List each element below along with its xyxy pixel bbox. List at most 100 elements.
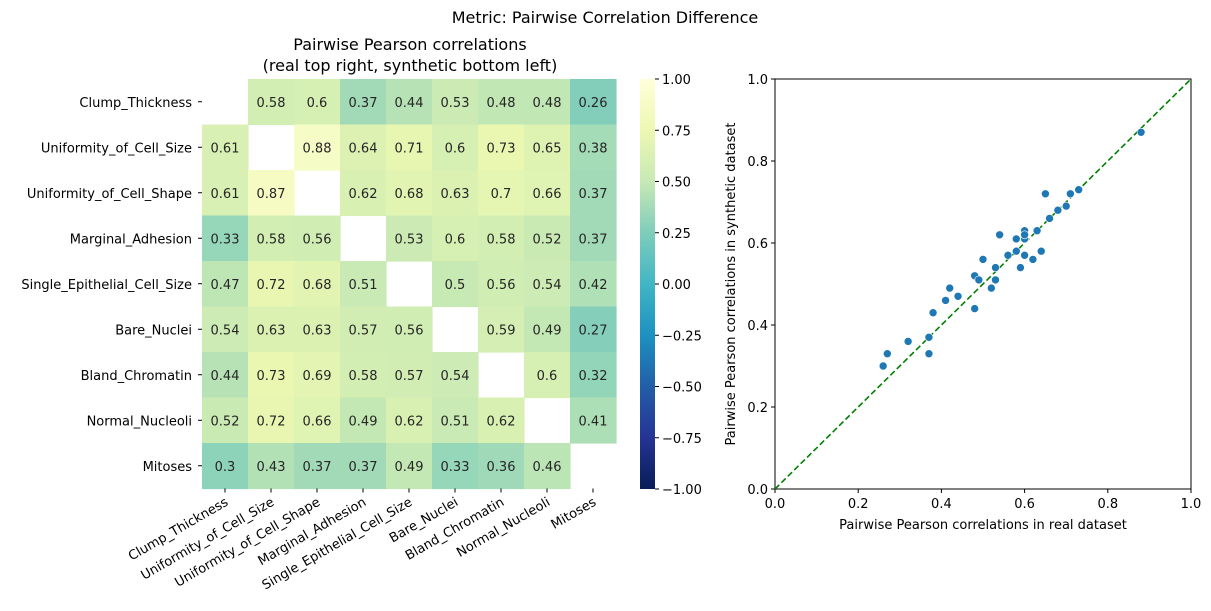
scatter-panel: 0.0 0.2 0.4 0.6 0.8 1.0 0.0 0.2 0.4 0.6 0.8 1.0 Pa… [724, 73, 1201, 533]
heatmap-cell [340, 261, 387, 308]
heatmap-cell [524, 443, 571, 490]
scatter-x-tick-label: 0.6 [1014, 497, 1035, 512]
heatmap-cell-value: 0.33 [211, 232, 240, 247]
heatmap-cell-value: 0.62 [395, 414, 424, 429]
colorbar-tick-label: 1.00 [662, 73, 691, 88]
heatmap-cell-value: 0.49 [349, 414, 378, 429]
heatmap-cell [386, 306, 433, 353]
scatter-point [941, 296, 950, 305]
scatter-x-tick-label: 0.0 [765, 497, 786, 512]
heatmap-cell [524, 124, 571, 171]
scatter-point [1045, 214, 1054, 223]
scatter-x-ticks: 0.0 0.2 0.4 0.6 0.8 1.0 [765, 489, 1201, 512]
scatter-point [878, 361, 888, 371]
heatmap-cell [248, 215, 295, 262]
heatmap-cell-value: 0.62 [487, 414, 516, 429]
scatter-point [1028, 255, 1038, 264]
heatmap-cell [340, 306, 387, 353]
scatter-point [945, 283, 955, 293]
heatmap-cell [432, 443, 479, 490]
scatter-axes-frame [774, 78, 1192, 490]
heatmap-cell [478, 397, 525, 444]
figure-suptitle: Metric: Pairwise Correlation Difference [452, 8, 759, 27]
heatmap-cell [570, 170, 617, 217]
scatter-x-axis-label: Pairwise Pearson correlations in real da… [839, 518, 1127, 533]
heatmap-title-line1: Pairwise Pearson correlations [293, 35, 526, 54]
scatter-point [924, 349, 934, 359]
heatmap-cell [294, 261, 341, 308]
heatmap-cell-value: 0.6 [307, 96, 328, 111]
heatmap-cell [294, 306, 341, 353]
heatmap-cell [386, 170, 433, 217]
heatmap-cell [340, 397, 387, 444]
heatmap-cell [340, 124, 387, 171]
heatmap-cell [294, 79, 341, 126]
scatter-point [883, 349, 892, 359]
scatter-point [1003, 251, 1013, 260]
heatmap-cell-value: 0.27 [579, 323, 608, 338]
heatmap-cell-value: 0.48 [487, 96, 516, 111]
heatmap-cell [340, 170, 387, 217]
heatmap-cell-value: 0.38 [579, 141, 608, 156]
heatmap-cell-value: 0.58 [487, 232, 516, 247]
scatter-y-tick-label: 0.0 [747, 483, 768, 498]
identity-reference-line [774, 78, 1192, 490]
heatmap-cell [386, 79, 433, 126]
scatter-point [970, 304, 979, 313]
heatmap-cell-value: 0.5 [445, 278, 466, 293]
heatmap-cell-value: 0.58 [257, 232, 286, 247]
scatter-point [928, 308, 938, 318]
heatmap-cell [478, 443, 525, 490]
heatmap-cell [248, 79, 295, 126]
scatter-point [1074, 185, 1083, 194]
scatter-y-tick-label: 0.8 [747, 155, 768, 170]
heatmap-cell-value: 0.63 [441, 187, 470, 202]
heatmap-cell-value: 0.43 [257, 460, 286, 475]
colorbar-tick-label: 0.25 [662, 227, 691, 242]
scatter-point [1020, 251, 1029, 260]
heatmap-cell-value: 0.56 [487, 278, 516, 293]
heatmap-panel: Pairwise Pearson correlations (real top … [21, 35, 617, 593]
heatmap-cell-value: 0.57 [349, 323, 378, 338]
heatmap-cell-value: 0.72 [257, 414, 286, 429]
scatter-x-tick-label: 0.2 [848, 497, 869, 512]
heatmap-cell [524, 170, 571, 217]
heatmap-cell [386, 352, 433, 399]
scatter-point [903, 337, 913, 346]
scatter-x-tick-label: 0.4 [931, 497, 952, 512]
heatmap-cell-value: 0.68 [395, 187, 424, 202]
heatmap-cell-value: 0.61 [211, 141, 240, 156]
colorbar-ticks: 1.00 0.75 0.50 0.25 0.00 −0.25 −0.50 −0.75 −1.00 [655, 73, 702, 498]
heatmap-row-label: Single_Epithelial_Cell_Size [21, 278, 192, 293]
heatmap-cell [248, 170, 295, 217]
heatmap-cell [524, 261, 571, 308]
heatmap-cell-value: 0.52 [533, 232, 562, 247]
heatmap-title-line2: (real top right, synthetic bottom left) [263, 56, 558, 75]
heatmap-cell [386, 443, 433, 490]
scatter-point [1036, 246, 1046, 256]
heatmap-cell-value: 0.37 [579, 232, 608, 247]
heatmap-cell-value: 0.58 [257, 96, 286, 111]
heatmap-row-label: Normal_Nucleoli [87, 414, 192, 429]
heatmap-cell-value: 0.49 [395, 460, 424, 475]
heatmap-cell [432, 215, 479, 262]
heatmap-cell-value: 0.54 [533, 278, 562, 293]
heatmap-cell [570, 352, 617, 399]
heatmap-cells: 0.58 0.6 0.37 0.44 0.53 0.48 0.48 0.26 0.61 0.88 0… [202, 79, 617, 490]
heatmap-cell-value: 0.72 [257, 278, 286, 293]
heatmap-cell [202, 170, 249, 217]
scatter-y-tick-label: 0.6 [747, 237, 768, 252]
heatmap-cell-value: 0.68 [303, 278, 332, 293]
heatmap-cell [202, 215, 249, 262]
heatmap-cell-value: 0.56 [395, 323, 424, 338]
heatmap-cell [478, 79, 525, 126]
scatter-point [1066, 189, 1075, 199]
scatter-point [978, 255, 988, 264]
heatmap-row-label: Uniformity_of_Cell_Shape [27, 187, 192, 202]
heatmap-row-label: Bare_Nuclei [115, 323, 192, 338]
heatmap-cell [432, 79, 479, 126]
colorbar-tick-label: 0.00 [662, 278, 691, 293]
heatmap-cell-value: 0.44 [211, 369, 240, 384]
heatmap-cell-value: 0.66 [303, 414, 332, 429]
